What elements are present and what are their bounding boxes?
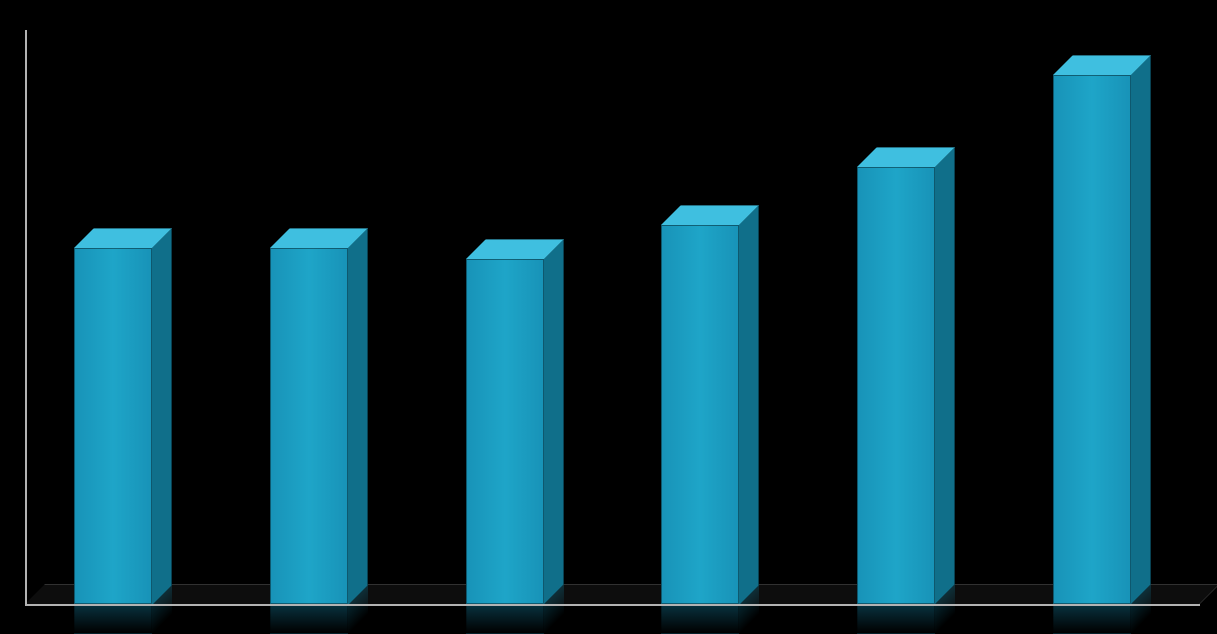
bar-reflection — [466, 604, 544, 634]
bar — [857, 167, 935, 604]
bar-side-face — [348, 228, 368, 605]
plot-area — [25, 29, 1200, 604]
bar-front-face — [857, 167, 935, 604]
bar-reflection — [661, 604, 739, 634]
bar-side-face — [935, 147, 955, 604]
bar-chart — [0, 0, 1217, 634]
bar-side-face — [739, 205, 759, 605]
bar-reflection — [857, 604, 935, 634]
bar-side-face — [1131, 55, 1151, 604]
bar-slot — [466, 29, 564, 604]
bar — [74, 248, 152, 605]
bar-front-face — [661, 225, 739, 605]
bar — [270, 248, 348, 605]
bar — [1053, 75, 1131, 604]
bar-reflection — [1053, 604, 1131, 634]
bar-front-face — [1053, 75, 1131, 604]
bar-front-face — [466, 259, 544, 604]
bar-side-face — [152, 228, 172, 605]
bar-side-face — [544, 239, 564, 604]
bar-slot — [74, 29, 172, 604]
bar-slot — [1053, 29, 1151, 604]
bar-front-face — [270, 248, 348, 605]
bar — [466, 259, 544, 604]
bar-slot — [857, 29, 955, 604]
bar-reflection — [270, 604, 348, 634]
bar — [661, 225, 739, 605]
bar-slot — [661, 29, 759, 604]
x-axis — [25, 604, 1200, 606]
bar-front-face — [74, 248, 152, 605]
bar-reflection — [74, 604, 152, 634]
bar-slot — [270, 29, 368, 604]
